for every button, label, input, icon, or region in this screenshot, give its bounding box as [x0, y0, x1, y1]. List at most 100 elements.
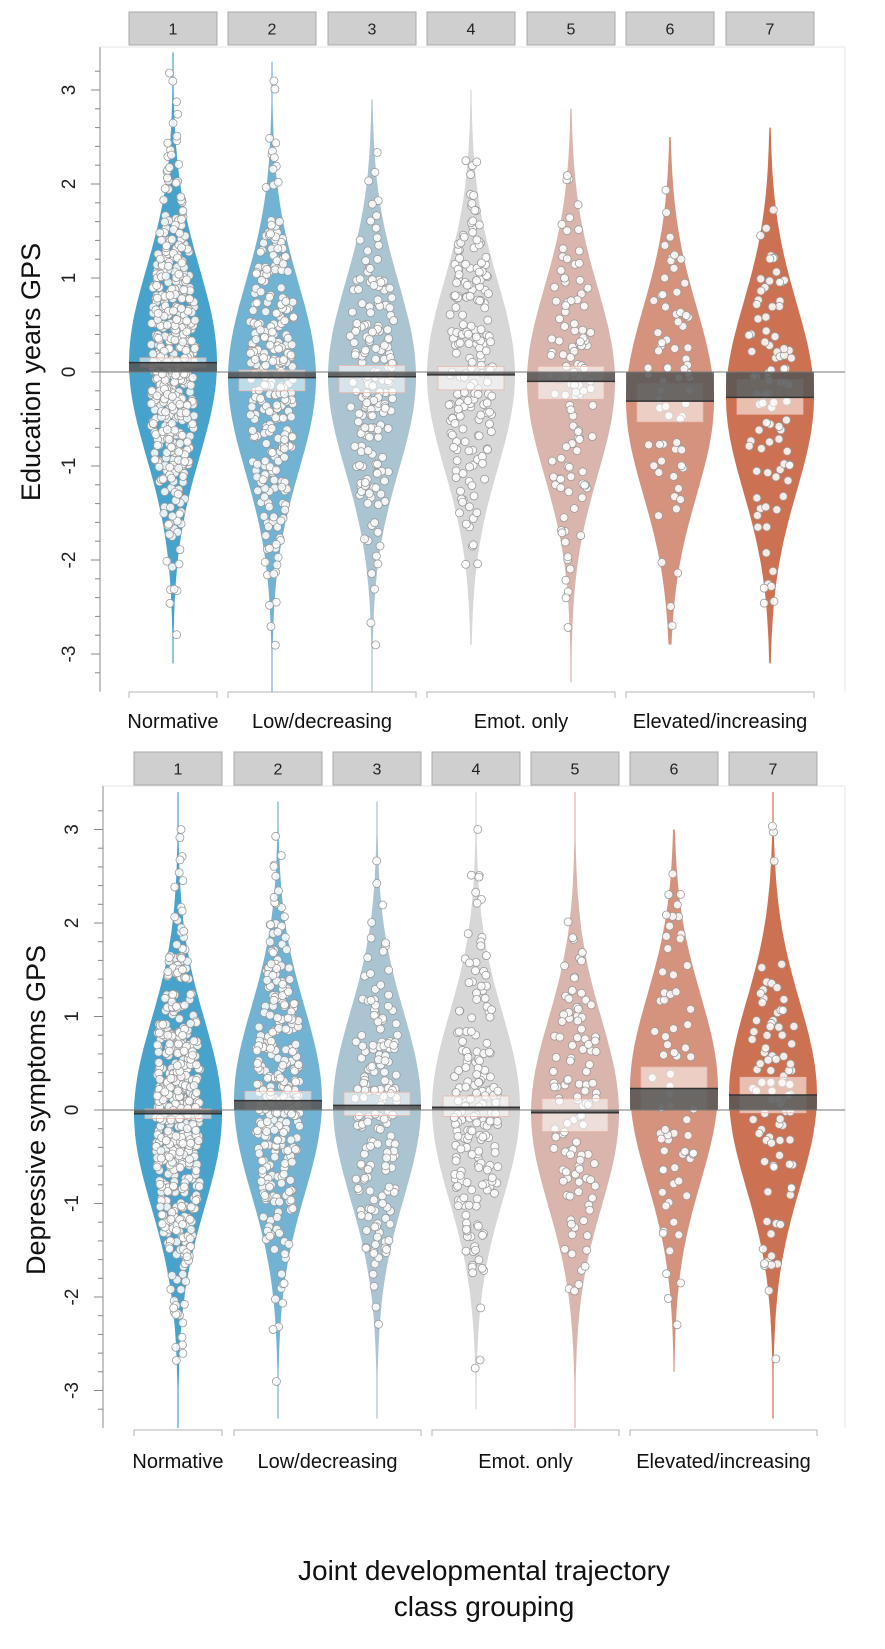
data-point	[586, 1000, 596, 1010]
data-point	[373, 1139, 383, 1149]
data-point	[160, 993, 170, 1003]
data-point	[546, 350, 556, 360]
data-point	[585, 1205, 595, 1215]
group-label: Normative	[127, 711, 218, 733]
data-point	[772, 267, 781, 277]
data-point	[355, 274, 365, 284]
data-point	[475, 1056, 485, 1066]
data-point	[761, 548, 771, 558]
data-point	[181, 345, 191, 355]
class-header-label: 1	[169, 22, 178, 39]
class-header-box	[233, 751, 323, 786]
data-point	[362, 1226, 372, 1235]
data-point	[177, 1332, 187, 1342]
data-point	[654, 346, 663, 356]
data-point	[259, 353, 268, 363]
data-point	[478, 1132, 488, 1142]
data-point	[671, 987, 681, 997]
data-point	[380, 1056, 390, 1066]
class-header-4: 4	[431, 751, 521, 786]
data-point	[161, 241, 171, 251]
data-point	[668, 869, 678, 879]
data-point	[455, 1171, 465, 1180]
group-bracket-line	[625, 691, 815, 698]
data-point	[271, 1294, 280, 1304]
data-point	[658, 1187, 667, 1197]
data-point	[782, 446, 792, 456]
data-point	[779, 344, 789, 354]
data-point	[561, 301, 571, 311]
data-point	[563, 917, 573, 927]
group-label: Emot. only	[478, 1451, 572, 1473]
data-point	[254, 1022, 264, 1032]
data-point	[475, 296, 485, 306]
data-point	[179, 1182, 189, 1192]
data-point	[670, 344, 680, 354]
y-tick-label: -1	[59, 458, 80, 475]
data-point	[480, 303, 490, 313]
data-point	[662, 208, 671, 218]
data-point	[559, 513, 569, 522]
data-point	[487, 391, 497, 401]
data-point	[155, 254, 165, 264]
data-point	[566, 405, 576, 415]
data-point	[155, 1202, 165, 1212]
group-bracket-1: Low/decreasing	[233, 1429, 422, 1473]
mean-bar	[228, 372, 316, 378]
data-point	[658, 967, 667, 977]
data-point	[372, 879, 382, 888]
data-point	[362, 398, 372, 408]
data-point	[271, 1377, 281, 1386]
data-point	[669, 970, 678, 980]
data-point	[483, 445, 493, 455]
data-point	[459, 1193, 469, 1203]
data-point	[172, 97, 182, 107]
data-point	[458, 424, 468, 434]
data-point	[371, 354, 381, 364]
data-point	[360, 1173, 370, 1183]
data-point	[155, 1179, 165, 1189]
data-point	[485, 1116, 495, 1126]
group-label: Low/decreasing	[252, 711, 392, 733]
data-point	[473, 1221, 483, 1231]
data-point	[281, 1024, 291, 1034]
data-point	[472, 235, 482, 245]
data-point	[575, 275, 585, 285]
data-point	[361, 1243, 371, 1253]
data-point	[547, 456, 557, 466]
data-point	[467, 357, 477, 367]
data-point	[765, 276, 774, 286]
data-point	[777, 959, 787, 969]
data-point	[165, 163, 175, 172]
data-point	[171, 1131, 181, 1141]
violin-class-3	[328, 99, 416, 692]
data-point	[162, 556, 172, 566]
data-point	[266, 959, 276, 969]
data-point	[680, 278, 690, 288]
data-points	[643, 185, 695, 631]
data-point	[270, 84, 280, 94]
data-point	[176, 825, 186, 834]
data-point	[268, 164, 278, 174]
data-point	[260, 492, 269, 502]
data-point	[753, 522, 763, 532]
data-point	[483, 289, 493, 299]
data-point	[366, 933, 376, 943]
data-point	[672, 504, 681, 514]
data-point	[476, 981, 486, 991]
data-point	[761, 1043, 770, 1053]
data-point	[179, 926, 189, 936]
data-point	[567, 1219, 576, 1229]
data-point	[154, 333, 164, 343]
data-point	[761, 326, 771, 336]
data-point	[467, 1126, 477, 1136]
data-point	[263, 522, 273, 532]
data-point	[366, 1204, 376, 1214]
class-header-6: 6	[629, 751, 719, 786]
data-point	[160, 487, 170, 497]
data-point	[261, 360, 271, 370]
data-point	[163, 1126, 173, 1136]
data-point	[274, 344, 284, 354]
data-point	[271, 413, 281, 423]
